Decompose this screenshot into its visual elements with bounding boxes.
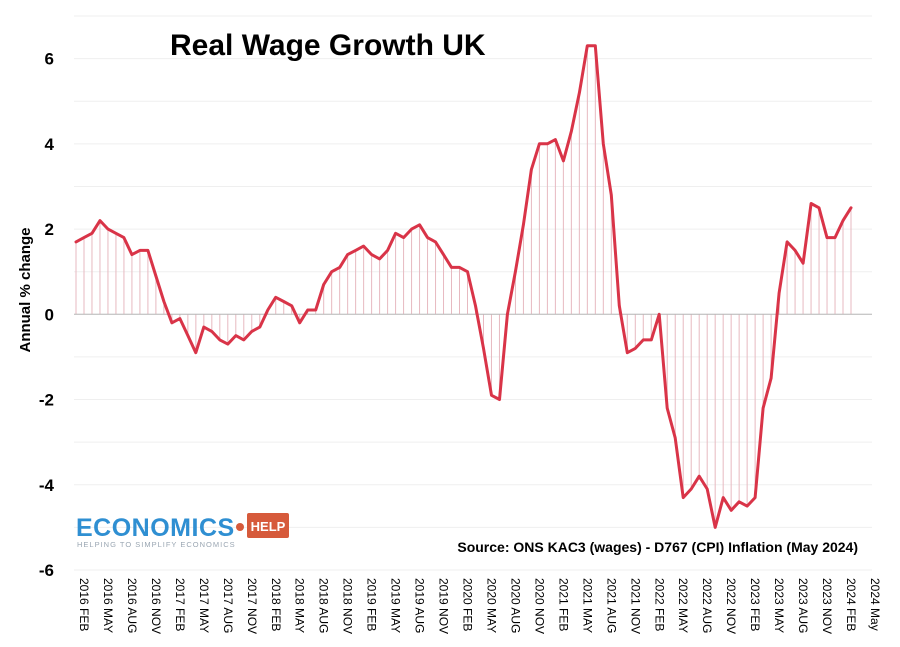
x-tick-label: 2020 MAY: [485, 578, 499, 633]
x-tick-label: 2019 FEB: [365, 578, 379, 631]
y-tick-labels: 6 4 2 0 -2 -4 -6: [39, 50, 55, 580]
x-tick-label: 2018 MAY: [293, 578, 307, 633]
x-tick-label: 2020 AUG: [508, 578, 522, 633]
x-tick-label: 2018 FEB: [269, 578, 283, 631]
x-tick-label: 2017 NOV: [245, 578, 259, 634]
y-tick-label: -4: [39, 476, 55, 495]
x-tick-label: 2022 FEB: [652, 578, 666, 631]
logo-wordmark: ECONOMICS: [76, 514, 235, 542]
logo-help-text: HELP: [251, 519, 286, 534]
x-tick-label: 2024 FEB: [844, 578, 858, 631]
x-tick-label: 2016 MAY: [101, 578, 115, 633]
x-tick-labels: 2016 FEB 2016 MAY 2016 AUG 2016 NOV 2017 FEB…: [77, 578, 882, 634]
x-tick-label: 2024 May: [868, 578, 882, 631]
x-tick-label: 2018 NOV: [341, 578, 355, 634]
x-tick-label: 2023 AUG: [796, 578, 810, 633]
logo-dot-icon: [236, 523, 244, 531]
x-tick-label: 2020 FEB: [461, 578, 475, 631]
drop-lines: [75, 45, 852, 528]
x-tick-label: 2022 MAY: [676, 578, 690, 633]
x-tick-label: 2021 NOV: [628, 578, 642, 634]
x-tick-label: 2023 MAY: [772, 578, 786, 633]
y-tick-label: -6: [39, 561, 54, 580]
x-tick-label: 2016 NOV: [149, 578, 163, 634]
y-axis-label: Annual % change: [17, 227, 34, 352]
x-tick-label: 2018 AUG: [317, 578, 331, 633]
gridlines: [74, 15, 872, 571]
series-line: [74, 44, 853, 529]
x-tick-label: 2021 AUG: [604, 578, 618, 633]
y-tick-label: 4: [45, 135, 55, 154]
x-tick-label: 2017 MAY: [197, 578, 211, 633]
source-note: Source: ONS KAC3 (wages) - D767 (CPI) In…: [457, 539, 858, 555]
x-tick-label: 2021 FEB: [556, 578, 570, 631]
logo-help-badge: [247, 513, 289, 538]
y-tick-label: 2: [45, 220, 54, 239]
x-tick-label: 2016 AUG: [125, 578, 139, 633]
x-tick-label: 2020 NOV: [532, 578, 546, 634]
x-tick-label: 2019 AUG: [413, 578, 427, 633]
x-tick-label: 2023 FEB: [748, 578, 762, 631]
x-tick-label: 2022 AUG: [700, 578, 714, 633]
x-tick-label: 2016 FEB: [77, 578, 91, 631]
economics-help-logo: ECONOMICS HELP HELPING TO SIMPLIFY ECONO…: [76, 513, 289, 549]
logo-tagline: HELPING TO SIMPLIFY ECONOMICS: [77, 540, 236, 549]
x-tick-label: 2019 NOV: [437, 578, 451, 634]
y-tick-label: 0: [45, 305, 54, 324]
x-tick-label: 2017 FEB: [173, 578, 187, 631]
x-tick-label: 2019 MAY: [389, 578, 403, 633]
chart-title: Real Wage Growth UK: [170, 29, 486, 62]
x-tick-label: 2017 AUG: [221, 578, 235, 633]
x-tick-label: 2021 MAY: [580, 578, 594, 633]
y-tick-label: 6: [45, 50, 54, 69]
y-tick-label: -2: [39, 391, 54, 410]
x-tick-label: 2023 NOV: [820, 578, 834, 634]
x-tick-label: 2022 NOV: [724, 578, 738, 634]
